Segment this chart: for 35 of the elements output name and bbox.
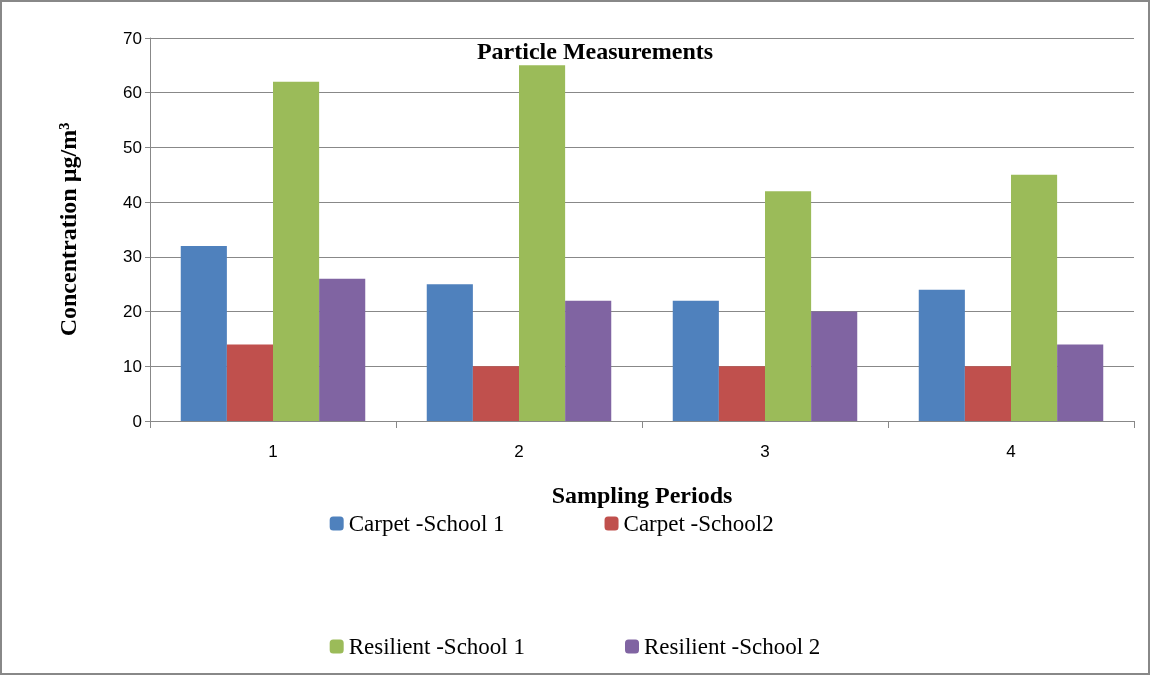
bar [565,300,612,421]
bar [918,289,965,421]
bar [765,191,812,421]
x-tick-label: 2 [514,442,524,461]
legend-label: Carpet -School2 [623,511,774,536]
legend-label: Carpet -School 1 [348,511,505,536]
x-tick-label: 3 [760,442,770,461]
bar [273,81,320,421]
bar [180,245,227,421]
y-tick-label: 60 [123,83,142,103]
x-axis-title: Sampling Periods [551,482,733,508]
bar [1011,174,1058,421]
bar [811,311,858,421]
y-tick-label: 30 [123,247,142,267]
bar [672,300,719,421]
y-tick-label: 40 [123,192,142,212]
x-tick-label: 4 [1006,442,1016,461]
bar [319,278,366,421]
bar [718,366,765,421]
legend-label: Resilient -School 2 [644,634,821,659]
bar [226,344,273,421]
y-axis-title: Concentration µg/m³ [55,122,81,337]
bar [426,284,473,421]
x-tick-label: 1 [268,442,278,461]
y-tick-label: 10 [123,356,142,376]
legend-label: Resilient -School 1 [348,634,526,659]
y-tick-label: 20 [123,302,142,322]
bar [964,366,1011,421]
y-tick-label: 70 [123,28,142,48]
y-tick-label: 50 [123,137,142,157]
chart-title: Particle Measurements [476,38,714,64]
bar [1057,344,1104,421]
bar [519,65,566,421]
bar [472,366,519,421]
y-tick-label: 0 [132,411,142,431]
